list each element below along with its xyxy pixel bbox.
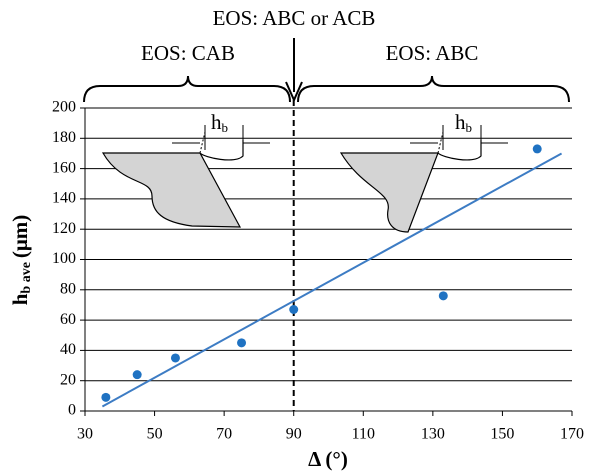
x-tick-label: 150 xyxy=(490,426,514,443)
inset-shape xyxy=(339,152,439,233)
y-tick-label: 120 xyxy=(52,220,76,237)
inset-label: hb xyxy=(211,110,228,135)
y-label-unit: (μm) xyxy=(8,215,32,258)
y-tick-label: 200 xyxy=(52,99,76,116)
inset-label: hb xyxy=(455,110,472,135)
left-brace xyxy=(83,75,291,103)
x-tick-label: 50 xyxy=(147,426,163,443)
y-tick-label: 180 xyxy=(52,129,76,146)
point xyxy=(101,392,111,402)
y-label-main: h xyxy=(8,293,32,305)
point xyxy=(132,370,142,380)
inset-lip xyxy=(199,140,244,161)
inset-guide xyxy=(437,131,444,154)
y-tick-label: 20 xyxy=(60,371,76,388)
x-tick-label: 70 xyxy=(216,426,232,443)
x-tick-label: 110 xyxy=(352,426,375,443)
x-tick-label: 30 xyxy=(77,426,93,443)
annotation: EOS: ABC or ACB xyxy=(213,6,376,30)
annotation: EOS: CAB xyxy=(141,41,235,65)
right-brace xyxy=(297,75,570,103)
inset-label-main: h xyxy=(211,110,222,134)
x-tick-label: 90 xyxy=(286,426,302,443)
inset-label-sub: b xyxy=(222,120,229,135)
x-tick-label: 130 xyxy=(421,426,445,443)
y-label-sub: b ave xyxy=(19,262,34,294)
y-tick-label: 60 xyxy=(60,311,76,328)
trendline xyxy=(101,152,563,408)
x-axis-label: Δ (°) xyxy=(308,447,348,471)
inset-shape xyxy=(101,152,242,228)
y-tick-label: 80 xyxy=(60,280,76,297)
point xyxy=(237,338,247,348)
y-tick-label: 100 xyxy=(52,250,76,267)
y-tick-label: 40 xyxy=(60,341,76,358)
y-tick-label: 160 xyxy=(52,159,76,176)
point xyxy=(170,353,180,363)
x-tick-label: 170 xyxy=(560,426,584,443)
y-tick-label: 140 xyxy=(52,190,76,207)
annotation: EOS: ABC xyxy=(386,41,479,65)
y-tick-label: 0 xyxy=(68,402,76,419)
inset-label-sub: b xyxy=(466,120,473,135)
inset-guide xyxy=(199,131,206,154)
point xyxy=(289,304,299,314)
y-axis-label: hb ave (μm) xyxy=(8,215,34,306)
point xyxy=(532,144,542,154)
inset-lip xyxy=(437,140,482,161)
inset-label-main: h xyxy=(455,110,466,134)
decorations xyxy=(83,38,570,233)
point xyxy=(438,291,448,301)
